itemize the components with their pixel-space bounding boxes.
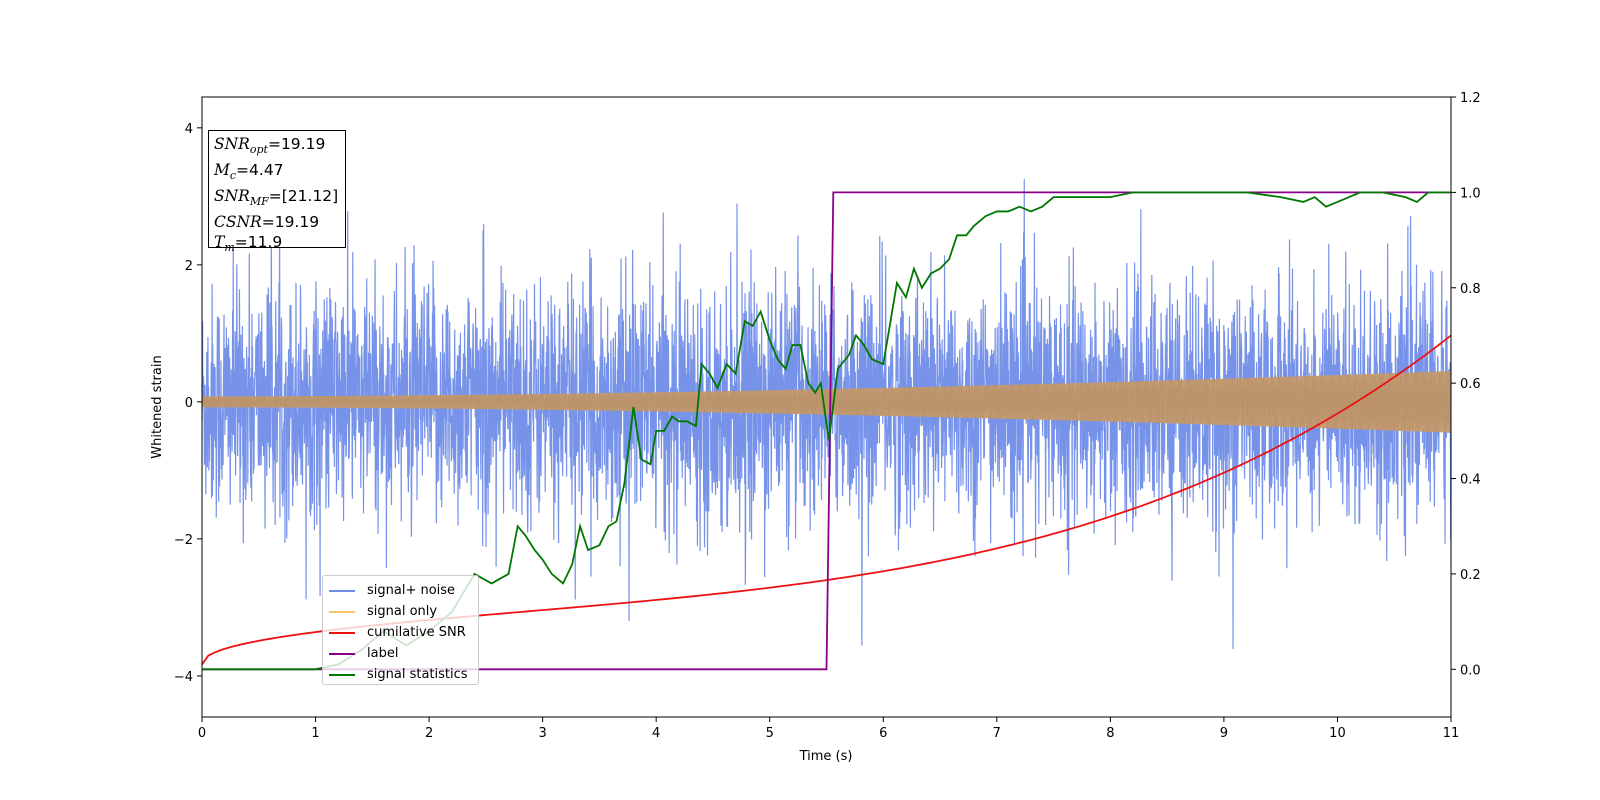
snr-stats-box: SNRopt=19.19 Mc=4.47 SNRMF=[21.12] CSNR=…: [208, 130, 346, 254]
x-tick-label: 9: [1220, 726, 1228, 741]
x-tick-label: 11: [1443, 726, 1460, 741]
legend-label: signal+ noise: [367, 583, 456, 598]
legend-swatch: [329, 631, 355, 634]
stat-snr-opt-symbol: SNR: [214, 135, 250, 153]
stat-tm-symbol: T: [214, 233, 225, 252]
x-tick-label: 8: [1106, 726, 1114, 741]
legend-item-signal-noise: signal+ noise: [329, 580, 478, 601]
legend-label: label: [367, 646, 399, 661]
stat-csnr: CSNR=19.19: [214, 212, 340, 232]
stat-snr-mf: SNRMF=[21.12]: [214, 186, 340, 212]
legend-swatch: [329, 673, 355, 676]
stat-snr-opt-value: =19.19: [267, 135, 326, 153]
series-signal-only-oscillation: [201, 371, 1452, 432]
x-axis: 0 1 2 3 4 5 6 7 8 9 10 11: [198, 717, 1459, 741]
series-signal-statistics: [202, 191, 1451, 671]
stat-snr-mf-symbol: SNR: [214, 187, 250, 206]
stat-snr-opt: SNRopt=19.19: [214, 134, 340, 160]
stat-mc-value: =4.47: [236, 161, 284, 180]
y-axis-left: −4 −2 0 2 4: [174, 122, 202, 685]
x-tick-label: 4: [652, 726, 660, 741]
y-left-tick-label: −2: [174, 533, 193, 548]
x-tick-label: 7: [993, 726, 1001, 741]
stat-csnr-value: =19.19: [261, 213, 320, 232]
stat-tm-value: =11.9: [234, 233, 283, 252]
legend-item-cumulative-snr: cumilative SNR: [329, 622, 478, 643]
x-tick-label: 1: [311, 726, 319, 741]
plot-frame: [201, 96, 1452, 718]
y-left-tick-label: 2: [185, 259, 193, 274]
y-right-tick-label: 0.6: [1460, 377, 1481, 392]
x-tick-label: 10: [1329, 726, 1346, 741]
x-axis-label: Time (s): [799, 749, 853, 764]
y-left-tick-label: 4: [185, 122, 193, 137]
x-tick-label: 2: [425, 726, 433, 741]
stat-tm: Tm=11.9: [214, 232, 340, 258]
stat-mc-symbol: M: [214, 161, 230, 180]
legend-item-label: label: [329, 643, 478, 664]
legend-label: cumilative SNR: [367, 625, 466, 640]
stat-snr-mf-value: =[21.12]: [268, 187, 339, 206]
y-axis-right: 0.0 0.2 0.4 0.6 0.8 1.0 1.2: [1451, 91, 1481, 678]
y-left-tick-label: 0: [185, 396, 193, 411]
y-right-tick-label: 0.0: [1460, 663, 1481, 678]
y-right-tick-label: 1.0: [1460, 186, 1481, 201]
legend-label: signal only: [367, 604, 438, 619]
legend-swatch: [329, 610, 355, 613]
x-tick-label: 5: [766, 726, 774, 741]
y-right-tick-label: 0.4: [1460, 473, 1481, 488]
x-tick-label: 0: [198, 726, 206, 741]
x-tick-label: 3: [538, 726, 546, 741]
stat-tm-subscript: m: [224, 241, 235, 255]
legend: signal+ noise signal only cumilative SNR…: [322, 575, 479, 685]
stat-snr-opt-subscript: opt: [249, 143, 268, 157]
stat-mc-subscript: c: [229, 169, 237, 183]
legend-item-signal-statistics: signal statistics: [329, 664, 478, 685]
legend-label: signal statistics: [367, 667, 468, 682]
stat-csnr-symbol: CSNR: [214, 213, 262, 232]
stat-snr-mf-subscript: MF: [249, 195, 269, 209]
stat-mc: Mc=4.47: [214, 160, 340, 186]
legend-swatch: [329, 652, 355, 655]
legend-item-signal-only: signal only: [329, 601, 478, 622]
y-axis-label: Whitened strain: [150, 355, 165, 458]
y-right-tick-label: 1.2: [1460, 91, 1481, 106]
y-right-tick-label: 0.2: [1460, 568, 1481, 583]
y-left-tick-label: −4: [174, 670, 193, 685]
x-tick-label: 6: [879, 726, 887, 741]
y-right-tick-label: 0.8: [1460, 282, 1481, 297]
legend-swatch: [329, 589, 355, 592]
